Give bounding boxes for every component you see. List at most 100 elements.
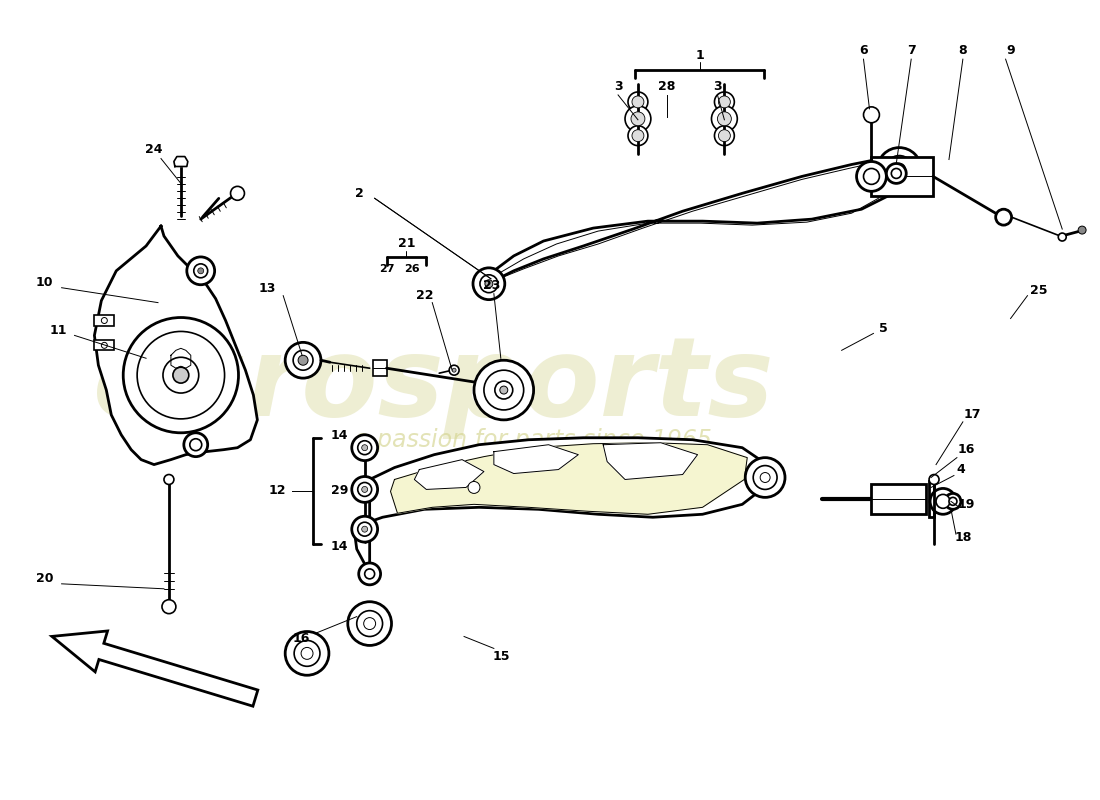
Ellipse shape [474,380,534,400]
Circle shape [173,367,189,383]
Circle shape [499,386,508,394]
Circle shape [138,331,224,419]
Circle shape [362,526,367,532]
Text: 4: 4 [957,463,966,476]
Circle shape [746,458,785,498]
Circle shape [625,106,651,132]
Circle shape [1058,233,1066,241]
Circle shape [715,126,735,146]
Text: a passion for parts since 1965: a passion for parts since 1965 [355,428,712,452]
Circle shape [945,494,961,510]
Circle shape [891,169,901,178]
Circle shape [996,210,1012,225]
Circle shape [474,360,534,420]
Text: 20: 20 [36,572,54,586]
Circle shape [628,92,648,112]
Bar [95,340,114,350]
Circle shape [365,569,375,579]
Circle shape [864,169,879,184]
Circle shape [198,268,204,274]
Circle shape [484,370,524,410]
Text: 9: 9 [1006,44,1015,57]
Circle shape [358,441,372,454]
Circle shape [293,350,314,370]
Circle shape [628,126,648,146]
Circle shape [712,106,737,132]
Circle shape [298,355,308,366]
Circle shape [162,600,176,614]
Circle shape [931,489,956,514]
Circle shape [1078,226,1086,234]
Circle shape [358,482,372,496]
Circle shape [495,381,513,399]
Circle shape [468,482,480,494]
Text: 28: 28 [658,81,675,94]
Circle shape [754,466,777,490]
Circle shape [359,563,381,585]
Text: 13: 13 [258,282,276,295]
Text: 15: 15 [493,650,510,663]
Circle shape [190,438,201,450]
Bar [95,314,114,326]
Circle shape [452,368,456,372]
Circle shape [864,107,879,122]
Text: 19: 19 [957,498,975,511]
Text: 3: 3 [614,81,623,94]
Circle shape [362,445,367,450]
Circle shape [715,92,735,112]
Text: 10: 10 [36,276,54,290]
Text: 2: 2 [355,187,364,200]
Circle shape [718,130,730,142]
Circle shape [352,516,377,542]
Polygon shape [484,158,901,296]
Circle shape [301,647,314,659]
Circle shape [294,641,320,666]
Bar [930,482,934,518]
Text: 7: 7 [906,44,915,57]
Circle shape [362,486,367,493]
Circle shape [449,366,459,375]
Circle shape [930,474,939,485]
Text: 17: 17 [964,409,981,422]
Text: 22: 22 [416,289,433,302]
Circle shape [949,498,957,506]
Circle shape [717,112,732,126]
Circle shape [857,162,887,191]
Bar [373,360,386,376]
Polygon shape [95,226,257,465]
FancyArrow shape [52,631,257,706]
Text: 12: 12 [268,485,286,498]
Text: 8: 8 [958,44,967,57]
Text: 16: 16 [293,632,310,645]
Circle shape [352,477,377,502]
Circle shape [886,155,913,183]
Circle shape [164,474,174,485]
Circle shape [632,96,644,108]
Circle shape [184,433,208,457]
Polygon shape [603,442,697,479]
Text: 5: 5 [879,322,888,335]
Text: 24: 24 [145,143,163,156]
Circle shape [473,268,505,300]
Circle shape [123,318,239,433]
Polygon shape [354,438,767,574]
Text: 11: 11 [50,324,67,337]
Circle shape [632,130,644,142]
Bar [871,485,926,514]
Text: 27: 27 [378,264,394,274]
Text: 6: 6 [859,44,868,57]
Circle shape [718,96,730,108]
Bar [871,157,933,196]
Text: 18: 18 [954,530,971,544]
Polygon shape [174,157,188,166]
Circle shape [352,434,377,461]
Circle shape [358,522,372,536]
Circle shape [364,618,375,630]
Text: 1: 1 [695,49,704,62]
Text: 21: 21 [398,237,415,250]
Circle shape [285,342,321,378]
Circle shape [878,148,921,191]
Circle shape [231,186,244,200]
Polygon shape [494,445,579,474]
Circle shape [893,163,905,175]
